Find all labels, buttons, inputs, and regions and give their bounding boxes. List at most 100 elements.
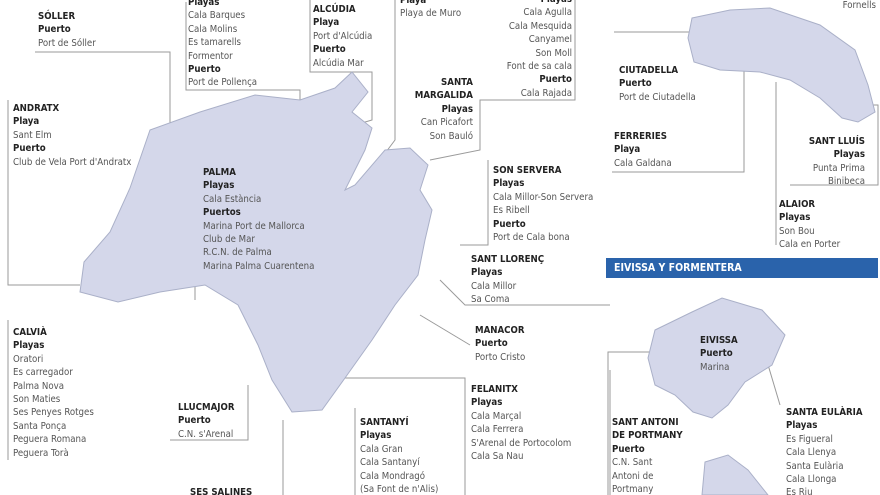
location-name: Font de sa cala	[506, 61, 572, 73]
category-heading: Playas	[471, 267, 503, 279]
category-heading: Playa	[313, 17, 340, 29]
category-heading: Puerto	[13, 143, 46, 155]
category-heading: Playas	[779, 212, 811, 224]
location-name: Cala Millor-Son Servera	[493, 191, 594, 203]
location-name: Sa Coma	[471, 294, 510, 306]
location-name: Marina Port de Mallorca	[203, 220, 305, 232]
location-name: Peguera Romana	[13, 434, 87, 446]
location-name: Antoni de	[612, 470, 654, 482]
location-name: Club de Vela Port d'Andratx	[13, 156, 132, 168]
location-name: Punta Prima	[812, 162, 865, 174]
location-name: Formentor	[188, 50, 233, 62]
location-name: Cala Rajada	[520, 87, 572, 99]
municipality-name: EIVISSA	[700, 335, 738, 346]
location-name: Portmany	[612, 484, 654, 495]
category-heading: Playas	[471, 397, 503, 409]
municipality-name: Playa	[400, 0, 427, 6]
municipality-name: SANT LLUÍS	[808, 136, 865, 147]
category-heading: Playas	[833, 149, 865, 161]
location-name: Port de Sóller	[38, 37, 96, 49]
mallorca-island	[79, 71, 433, 413]
location-name: Cala Llenya	[786, 447, 837, 459]
location-name: Son Bou	[779, 225, 815, 237]
location-name: Canyamel	[528, 34, 572, 46]
municipality-name: SANT LLORENÇ	[471, 254, 545, 265]
category-heading: DE PORTMANY	[612, 430, 683, 442]
category-heading: Puerto	[188, 64, 221, 76]
place-label-ses-salines: SES SALINES	[190, 486, 252, 495]
place-label-sant-lluis: SANT LLUÍS Playas Punta Prima Binibeca	[809, 135, 865, 189]
leader-muro	[379, 0, 396, 161]
location-name: Ses Penyes Rotges	[13, 407, 94, 419]
category-heading: Puerto	[313, 44, 346, 56]
municipality-name: MANACOR	[475, 325, 525, 336]
location-name: Son Bauló	[429, 130, 473, 142]
municipality-name: SES SALINES	[190, 487, 253, 495]
category-heading: Playas	[493, 178, 525, 190]
location-name: Club de Mar	[203, 234, 255, 246]
category-heading: Puerto	[38, 24, 71, 36]
place-label-calvia: CALVIÀ Playas Oratori Es carregador Palma No…	[13, 326, 94, 460]
leader-son-servera	[460, 160, 489, 246]
municipality-name: Playas	[188, 0, 220, 8]
municipality-name: FERRERIES	[614, 131, 667, 142]
category-heading: Playas	[13, 340, 45, 352]
category-heading: Puerto	[619, 78, 652, 90]
location-name: Marina	[700, 361, 730, 373]
location-name: Es carregador	[13, 367, 73, 379]
category-heading: Playas	[441, 103, 473, 115]
location-name: Port d'Alcúdia	[313, 30, 373, 42]
municipality-name: FELANITX	[471, 384, 518, 395]
category-heading: Playas	[360, 430, 392, 442]
location-name: Can Picafort	[420, 117, 473, 129]
place-label-manacor: MANACOR Puerto Porto Cristo	[475, 324, 525, 364]
leader-ferreries	[612, 70, 745, 173]
location-name: Cala Marçal	[471, 410, 522, 422]
municipality-name: SANT ANTONI	[612, 417, 679, 428]
municipality-name: ANDRATX	[13, 103, 60, 114]
location-name: Es Riu	[786, 487, 813, 495]
location-name: Cala Estància	[203, 193, 262, 205]
category-heading: Playa	[13, 116, 40, 128]
place-label-ciutadella: CIUTADELLA Puerto Port de Ciutadella	[619, 64, 696, 104]
menorca-island	[687, 7, 876, 123]
municipality-name: ALCÚDIA	[313, 4, 356, 15]
location-name: C.N. Sant	[612, 457, 653, 469]
location-name: Cala Sa Nau	[471, 451, 524, 463]
location-name: Cala Mesquida	[508, 20, 572, 32]
place-label-soller: SÓLLER Puerto Port de Sóller	[38, 10, 96, 50]
location-name: Cala Millor	[471, 280, 517, 292]
leader-llucmajor	[170, 385, 249, 441]
location-name: Palma Nova	[13, 380, 65, 392]
category-heading: Puerto	[475, 338, 508, 350]
location-name: Playa de Muro	[400, 8, 462, 20]
location-name: Alcúdia Mar	[313, 57, 364, 69]
municipality-name: ALAIOR	[779, 199, 816, 210]
formentera-island	[701, 454, 769, 495]
place-label-muro: Playa Playa de Muro	[400, 0, 461, 21]
place-label-palma: PALMA Playas Cala Estància Puertos Marina Po…	[203, 166, 314, 273]
category-heading: Puertos	[203, 207, 241, 219]
location-name: Es Figueral	[786, 433, 833, 445]
place-label-fornells: Fornells	[843, 0, 876, 12]
category-heading: Puerto	[612, 443, 645, 455]
location-name: Santa Ponça	[13, 420, 67, 432]
section-header-eivissa-formentera: EIVISSA Y FORMENTERA	[606, 258, 878, 278]
municipality-name: LLUCMAJOR	[178, 402, 235, 413]
category-heading: MARGALIDA	[414, 90, 473, 102]
category-heading: Puerto	[178, 415, 211, 427]
municipality-name: CALVIÀ	[13, 327, 47, 338]
place-label-ferreries: FERRERIES Playa Cala Galdana	[614, 130, 672, 170]
location-name: Son Moll	[535, 47, 573, 59]
category-heading: Puerto	[700, 348, 733, 360]
leader-sant-llorenc	[439, 279, 610, 306]
leader-soller	[35, 51, 171, 140]
place-label-sant-antoni: SANT ANTONI DE PORTMANY Puerto C.N. Sant Ant…	[612, 416, 683, 495]
location-name: (Sa Font de n'Alis)	[360, 484, 439, 495]
municipality-name: SON SERVERA	[493, 165, 562, 176]
category-heading: Playa	[614, 144, 641, 156]
location-name: Es Ribell	[493, 205, 530, 217]
